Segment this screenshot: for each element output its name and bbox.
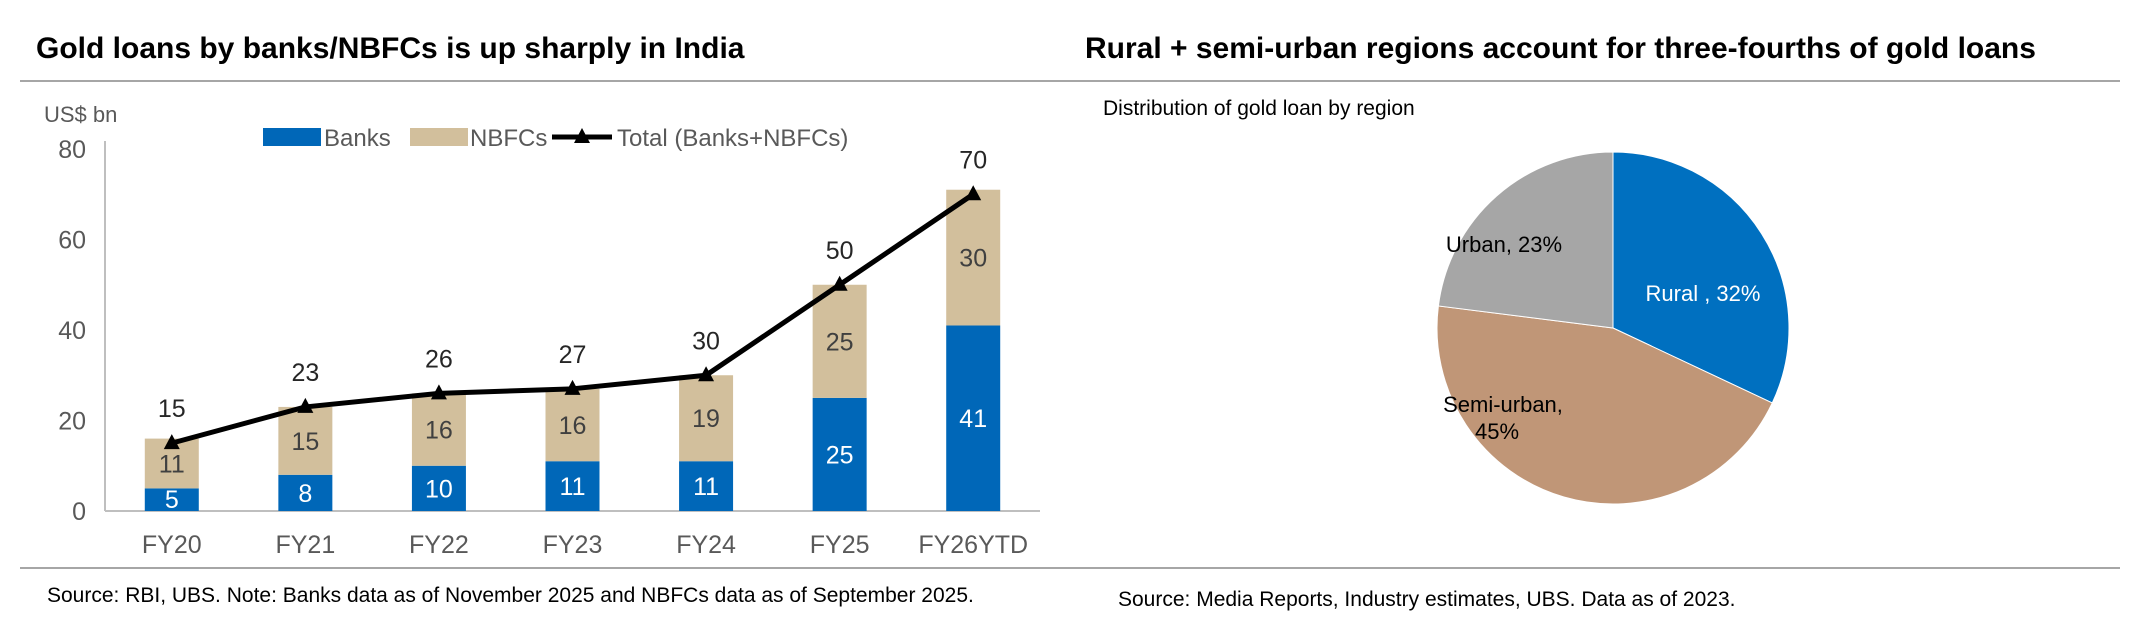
y-tick-label: 60 [58,227,86,255]
x-tick-label: FY22 [409,531,469,559]
bar-banks [679,461,734,511]
total-marker [163,434,180,450]
x-tick-label: FY21 [275,531,335,559]
total-label: 26 [425,345,453,373]
pie-label-semi-urban-line1: Semi-urban, [1443,392,1563,417]
bar-label-banks: 25 [826,441,854,469]
pie-label-urban: Urban, 23% [1446,232,1562,257]
total-marker [297,397,314,413]
pie-chart: Distribution of gold loan by region Rural… [1103,97,1790,505]
right-source-note: Source: Media Reports, Industry estimate… [1118,588,1736,611]
y-tick-label: 40 [58,317,86,345]
title-divider [20,80,2120,82]
bar-nbfcs [545,388,600,462]
bar-label-nbfcs: 15 [291,428,319,456]
bar-banks [545,461,600,511]
legend-swatch-banks [263,128,321,146]
pie-label-semi-urban-line2: 45% [1475,419,1519,444]
total-marker [965,185,982,201]
bar-label-nbfcs: 16 [425,417,453,445]
left-source-note: Source: RBI, UBS. Note: Banks data as of… [47,584,974,607]
bar-label-nbfcs: 16 [559,412,587,440]
bar-label-banks: 11 [560,473,586,501]
bar-nbfcs [812,284,867,398]
total-marker [430,384,447,400]
bar-banks [144,488,199,511]
total-label: 15 [158,395,186,423]
y-tick-label: 20 [58,408,86,436]
total-label: 70 [959,146,987,174]
right-chart-title: Rural + semi-urban regions account for t… [1085,32,2036,65]
bar-banks [278,474,333,511]
bar-label-banks: 10 [425,475,453,503]
pie-slice-semi-urban [1436,305,1773,505]
total-marker [564,379,581,395]
bar-label-banks: 8 [298,480,312,508]
total-marker [831,275,848,291]
legend-label-nbfcs: NBFCs [470,125,547,152]
total-label: 23 [291,359,319,387]
bar-banks [946,325,1001,511]
y-axis-unit-label: US$ bn [44,102,117,127]
x-tick-label: FY24 [676,531,736,559]
legend-swatch-nbfcs [410,128,468,146]
bar-banks [411,465,466,511]
bar-label-nbfcs: 30 [959,245,987,273]
left-chart-title: Gold loans by banks/NBFCs is up sharply … [36,32,745,65]
bar-nbfcs [278,406,333,475]
x-tick-label: FY23 [543,531,603,559]
bar-label-banks: 5 [165,486,179,514]
legend-label-banks: Banks [324,125,391,152]
bar-label-banks: 11 [693,473,719,501]
total-label: 30 [692,327,720,355]
x-tick-label: FY25 [810,531,870,559]
bar-label-nbfcs: 11 [159,450,185,478]
total-label: 27 [559,341,587,369]
bar-label-nbfcs: 25 [826,328,854,356]
bar-chart: 0 20 40 60 80 US$ bn 5 11 FY20 8 15 FY21 10 16 FY22 11 1… [44,102,1040,559]
pie-slice-rural [1612,151,1790,404]
y-tick-label: 0 [72,498,86,526]
bar-nbfcs [679,375,734,462]
pie-slice-urban [1437,151,1614,329]
bar-nbfcs [946,189,1001,326]
x-tick-label: FY20 [142,531,202,559]
legend-label-total: Total (Banks+NBFCs) [617,125,848,152]
legend-marker-total [574,128,590,143]
bar-banks [812,397,867,511]
source-divider [20,567,2120,569]
bar-nbfcs [411,393,466,466]
pie-label-rural: Rural , 32% [1646,281,1761,306]
total-marker [698,366,715,382]
bar-label-nbfcs: 19 [692,405,720,433]
pie-subtitle: Distribution of gold loan by region [1103,97,1415,120]
total-label: 50 [826,237,854,265]
x-tick-label: FY26YTD [918,531,1028,559]
y-tick-label: 80 [58,136,86,164]
bar-label-banks: 41 [959,405,987,433]
